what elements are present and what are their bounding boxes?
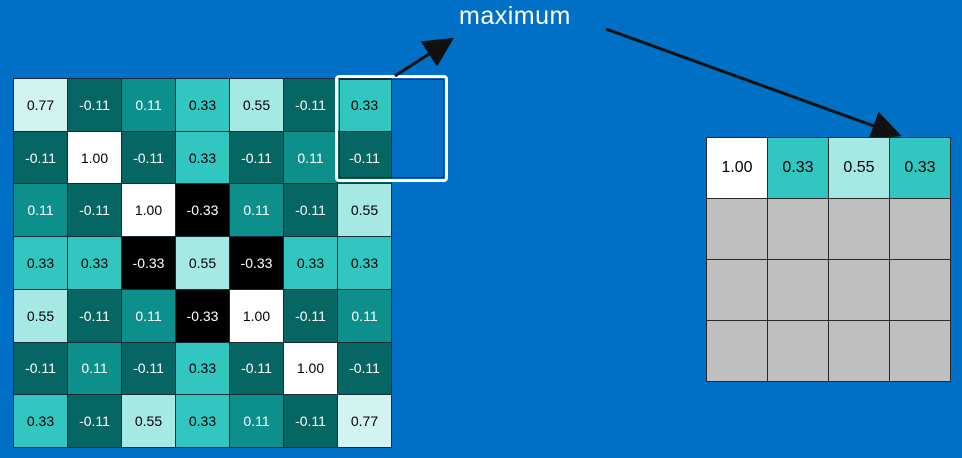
output-cell [889,320,951,382]
input-cell: 0.33 [337,78,392,132]
input-cell: 0.33 [67,236,122,290]
input-cell: 0.11 [337,288,392,343]
input-cell: 0.77 [13,78,68,132]
input-cell: 0.11 [121,288,176,343]
arrow-to-label [394,37,455,78]
output-cell [706,320,768,382]
input-feature-map: 0.77 -0.11 0.11 0.33 0.55 -0.11 0.33 -0.11 1.00-… [13,78,392,448]
input-cell: -0.33 [175,183,230,238]
output-cell [889,259,951,321]
input-cell: 1.00 [121,183,176,238]
output-cell [767,198,829,260]
output-cell [767,259,829,321]
input-cell: 0.55 [337,183,392,238]
input-cell: -0.11 [229,130,284,185]
input-cell: -0.11 [283,288,338,343]
output-cell [828,259,890,321]
input-cell: 0.77 [337,394,392,448]
input-cell: -0.11 [229,341,284,396]
input-cell: 1.00 [283,341,338,396]
input-cell: -0.11 [67,394,122,448]
input-cell: 0.11 [67,341,122,396]
input-cell: 0.11 [229,394,284,448]
input-cell: 0.33 [283,236,338,290]
input-cell: 0.55 [229,78,284,132]
input-cell: 0.33 [175,130,230,185]
output-cell [767,320,829,382]
input-cell: -0.11 [283,394,338,448]
input-cell: -0.11 [283,183,338,238]
input-cell: -0.33 [229,236,284,290]
input-cell: 0.11 [121,78,176,132]
input-cell: 1.00 [67,130,122,185]
pooling-window [335,75,448,182]
output-cell [706,259,768,321]
maximum-label: maximum [459,2,571,30]
output-cell [828,198,890,260]
output-cell: 1.00 [706,137,768,199]
input-cell: 0.11 [283,130,338,185]
input-cell: 0.33 [337,236,392,290]
pooled-output-map: 1.00 0.33 0.55 0.33 [706,137,951,382]
arrow-to-output [605,27,902,140]
input-cell: 0.33 [175,341,230,396]
input-cell: -0.11 [337,130,392,185]
output-cell: 0.33 [889,137,951,199]
output-cell: 0.55 [828,137,890,199]
input-cell: 0.55 [13,288,68,343]
output-cell [828,320,890,382]
input-cell: -0.11 [13,130,68,185]
input-cell: 0.33 [13,236,68,290]
output-cell [706,198,768,260]
output-cell [889,198,951,260]
output-cell: 0.33 [767,137,829,199]
input-cell: -0.11 [121,130,176,185]
input-cell: 0.55 [121,394,176,448]
input-cell: 0.33 [13,394,68,448]
input-cell: -0.33 [121,236,176,290]
